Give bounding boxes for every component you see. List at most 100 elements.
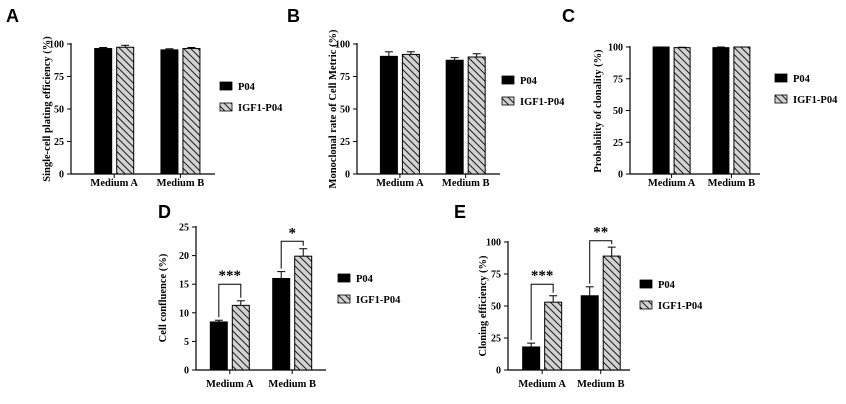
- y-tick-label: 0: [184, 366, 189, 377]
- x-category-label: Medium A: [518, 379, 566, 390]
- significance-label: *: [288, 225, 296, 241]
- bar-p04: [580, 295, 599, 371]
- y-tick-label: 15: [179, 280, 189, 291]
- bar-igf1-p04: [182, 48, 201, 175]
- bar-igf1-p04: [467, 56, 486, 175]
- y-tick-label: 0: [496, 366, 501, 377]
- x-category-label: Medium B: [268, 379, 316, 390]
- y-axis-label: Probability of clonality (%): [593, 49, 604, 173]
- legend-swatch-igf1-p04: [219, 102, 233, 112]
- panel-letter: E: [454, 202, 466, 222]
- legend-label: IGF1-P04: [356, 295, 401, 306]
- x-category-label: Medium B: [157, 178, 205, 189]
- legend-swatch-p04: [337, 273, 351, 283]
- y-tick-label: 100: [335, 40, 350, 51]
- y-tick-label: 50: [54, 105, 64, 116]
- legend-swatch-p04: [219, 81, 233, 91]
- y-tick-label: 100: [49, 40, 64, 51]
- y-tick-label: 75: [54, 72, 64, 83]
- legend-label: IGF1-P04: [520, 97, 565, 108]
- bar-igf1-p04: [733, 46, 751, 175]
- bar-p04: [379, 55, 398, 175]
- y-tick-label: 50: [613, 106, 623, 117]
- bar-p04: [160, 49, 179, 175]
- bar-igf1-p04: [544, 301, 563, 371]
- legend-swatch-p04: [639, 279, 653, 289]
- legend-label: IGF1-P04: [658, 301, 703, 312]
- legend-swatch-igf1-p04: [337, 294, 351, 304]
- bar-igf1-p04: [602, 255, 621, 371]
- y-tick-label: 5: [184, 337, 189, 348]
- x-category-label: Medium A: [90, 178, 138, 189]
- x-category-label: Medium A: [376, 178, 424, 189]
- y-tick-label: 50: [340, 105, 350, 116]
- y-tick-label: 25: [179, 223, 189, 234]
- bar-p04: [94, 48, 113, 175]
- bar-p04: [209, 321, 228, 371]
- y-tick-label: 0: [345, 170, 350, 181]
- legend-label: P04: [520, 76, 538, 87]
- legend-swatch-igf1-p04: [639, 300, 653, 310]
- bar-igf1-p04: [116, 46, 135, 175]
- significance-bracket: [530, 283, 554, 341]
- y-tick-label: 0: [59, 170, 64, 181]
- y-tick-label: 25: [340, 137, 350, 148]
- bar-p04: [272, 277, 291, 371]
- y-tick-label: 20: [179, 251, 189, 262]
- y-tick-label: 25: [491, 334, 501, 345]
- bar-igf1-p04: [231, 304, 250, 371]
- y-tick-label: 100: [486, 238, 501, 249]
- panel-letter: D: [158, 202, 171, 222]
- y-axis-label: Cloning efficiency (%): [478, 255, 489, 356]
- legend-label: P04: [658, 280, 676, 291]
- bar-p04: [445, 59, 464, 175]
- bar-igf1-p04: [673, 47, 691, 175]
- legend-swatch-igf1-p04: [774, 94, 788, 104]
- y-tick-label: 50: [491, 302, 501, 313]
- significance-bracket: [280, 240, 304, 269]
- legend-label: IGF1-P04: [238, 103, 283, 114]
- y-tick-label: 25: [54, 137, 64, 148]
- x-category-label: Medium B: [577, 379, 625, 390]
- x-category-label: Medium A: [206, 379, 254, 390]
- y-tick-label: 75: [340, 72, 350, 83]
- legend-swatch-p04: [774, 73, 788, 83]
- bar-p04: [712, 47, 730, 175]
- significance-label: **: [593, 225, 608, 241]
- panel-letter: B: [287, 6, 300, 26]
- legend-swatch-p04: [501, 75, 515, 85]
- y-tick-label: 75: [491, 270, 501, 281]
- bar-igf1-p04: [294, 255, 313, 371]
- panel-letter: A: [6, 6, 19, 26]
- significance-label: ***: [531, 268, 554, 284]
- panel-c: C 0 25 50 75 100 Probability of clonality (%) M…: [562, 6, 838, 189]
- y-tick-label: 100: [608, 43, 623, 54]
- legend-label: IGF1-P04: [793, 95, 838, 106]
- panel-letter: C: [562, 6, 575, 26]
- x-category-label: Medium A: [648, 178, 696, 189]
- panel-d: D 0 5 10 15 20 25 Cell confluence (%) Medium A Me…: [158, 202, 401, 390]
- x-category-label: Medium B: [708, 178, 756, 189]
- significance-bracket: [218, 283, 242, 318]
- significance-bracket: [589, 240, 613, 284]
- significance-label: ***: [219, 268, 242, 284]
- y-tick-label: 25: [613, 138, 623, 149]
- x-category-label: Medium B: [442, 178, 490, 189]
- bar-igf1-p04: [401, 53, 420, 175]
- bar-p04: [522, 346, 541, 371]
- y-axis-label: Monoclonal rate of Cell Metric (%): [328, 29, 339, 188]
- panel-e: E 0 25 50 75 100 Cloning efficiency (%) Medium …: [454, 202, 703, 390]
- y-tick-label: 0: [618, 170, 623, 181]
- y-tick-label: 75: [613, 74, 623, 85]
- y-axis-label: Single-cell plating efficiency (%): [42, 36, 53, 182]
- legend-label: P04: [356, 274, 374, 285]
- legend-label: P04: [238, 82, 256, 93]
- bar-p04: [652, 46, 670, 175]
- y-tick-label: 10: [179, 308, 189, 319]
- legend-label: P04: [793, 74, 811, 85]
- legend-swatch-igf1-p04: [501, 96, 515, 106]
- y-axis-label: Cell confluence (%): [158, 253, 169, 342]
